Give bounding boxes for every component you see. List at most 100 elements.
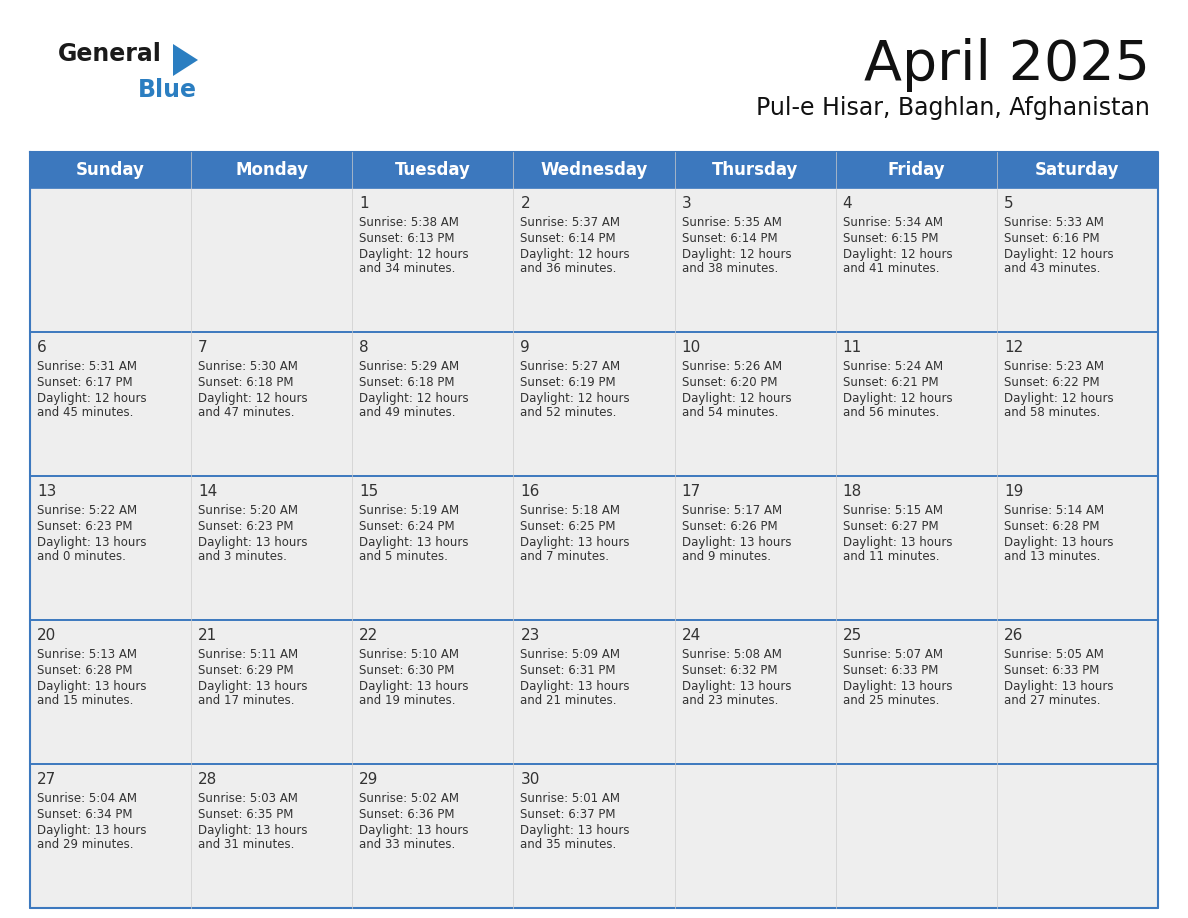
Text: Daylight: 13 hours: Daylight: 13 hours (198, 824, 308, 837)
Text: Sunset: 6:28 PM: Sunset: 6:28 PM (1004, 520, 1099, 533)
Text: Sunset: 6:18 PM: Sunset: 6:18 PM (359, 376, 455, 389)
Text: Sunrise: 5:19 AM: Sunrise: 5:19 AM (359, 504, 460, 517)
Text: Sunset: 6:21 PM: Sunset: 6:21 PM (842, 376, 939, 389)
Text: 21: 21 (198, 628, 217, 643)
Text: Sunset: 6:23 PM: Sunset: 6:23 PM (198, 520, 293, 533)
Text: and 0 minutes.: and 0 minutes. (37, 550, 126, 563)
Text: Sunrise: 5:17 AM: Sunrise: 5:17 AM (682, 504, 782, 517)
Text: and 35 minutes.: and 35 minutes. (520, 838, 617, 851)
Text: 14: 14 (198, 484, 217, 499)
Text: Sunset: 6:25 PM: Sunset: 6:25 PM (520, 520, 615, 533)
Text: and 13 minutes.: and 13 minutes. (1004, 550, 1100, 563)
Text: and 25 minutes.: and 25 minutes. (842, 694, 939, 707)
Text: and 3 minutes.: and 3 minutes. (198, 550, 287, 563)
Text: Sunrise: 5:33 AM: Sunrise: 5:33 AM (1004, 216, 1104, 229)
Text: 19: 19 (1004, 484, 1023, 499)
Text: 16: 16 (520, 484, 539, 499)
Text: Sunset: 6:18 PM: Sunset: 6:18 PM (198, 376, 293, 389)
Text: and 5 minutes.: and 5 minutes. (359, 550, 448, 563)
Text: Daylight: 13 hours: Daylight: 13 hours (842, 680, 953, 693)
Text: Daylight: 12 hours: Daylight: 12 hours (37, 392, 146, 405)
Bar (30, 620, 1158, 764)
Text: Daylight: 13 hours: Daylight: 13 hours (198, 536, 308, 549)
Text: Sunrise: 5:11 AM: Sunrise: 5:11 AM (198, 648, 298, 661)
Text: Daylight: 12 hours: Daylight: 12 hours (359, 248, 469, 261)
Text: 26: 26 (1004, 628, 1023, 643)
Text: and 49 minutes.: and 49 minutes. (359, 406, 456, 419)
Text: 6: 6 (37, 340, 46, 355)
Text: Daylight: 13 hours: Daylight: 13 hours (842, 536, 953, 549)
Text: Daylight: 13 hours: Daylight: 13 hours (520, 536, 630, 549)
Text: Sunset: 6:14 PM: Sunset: 6:14 PM (682, 232, 777, 245)
Text: Sunset: 6:36 PM: Sunset: 6:36 PM (359, 808, 455, 821)
Text: Tuesday: Tuesday (394, 161, 470, 179)
Text: and 9 minutes.: and 9 minutes. (682, 550, 771, 563)
Text: 20: 20 (37, 628, 56, 643)
Text: and 19 minutes.: and 19 minutes. (359, 694, 456, 707)
Text: Sunrise: 5:34 AM: Sunrise: 5:34 AM (842, 216, 943, 229)
Text: April 2025: April 2025 (864, 38, 1150, 92)
Text: Daylight: 13 hours: Daylight: 13 hours (198, 680, 308, 693)
Text: Sunset: 6:26 PM: Sunset: 6:26 PM (682, 520, 777, 533)
Text: Sunrise: 5:23 AM: Sunrise: 5:23 AM (1004, 360, 1104, 373)
Text: Sunset: 6:24 PM: Sunset: 6:24 PM (359, 520, 455, 533)
Text: Sunrise: 5:10 AM: Sunrise: 5:10 AM (359, 648, 460, 661)
Text: 24: 24 (682, 628, 701, 643)
Text: Blue: Blue (138, 78, 197, 102)
Text: 1: 1 (359, 196, 369, 211)
Text: and 23 minutes.: and 23 minutes. (682, 694, 778, 707)
Text: 30: 30 (520, 772, 539, 787)
Text: Sunrise: 5:38 AM: Sunrise: 5:38 AM (359, 216, 459, 229)
Text: Daylight: 13 hours: Daylight: 13 hours (37, 824, 146, 837)
Text: Daylight: 13 hours: Daylight: 13 hours (359, 536, 469, 549)
Text: Sunrise: 5:02 AM: Sunrise: 5:02 AM (359, 792, 460, 805)
Text: 27: 27 (37, 772, 56, 787)
Text: and 27 minutes.: and 27 minutes. (1004, 694, 1100, 707)
Text: and 21 minutes.: and 21 minutes. (520, 694, 617, 707)
Text: Sunrise: 5:13 AM: Sunrise: 5:13 AM (37, 648, 137, 661)
Text: Sunset: 6:17 PM: Sunset: 6:17 PM (37, 376, 133, 389)
Text: 3: 3 (682, 196, 691, 211)
Text: and 7 minutes.: and 7 minutes. (520, 550, 609, 563)
Text: Daylight: 12 hours: Daylight: 12 hours (198, 392, 308, 405)
Text: and 33 minutes.: and 33 minutes. (359, 838, 455, 851)
Polygon shape (173, 44, 198, 76)
Text: Sunrise: 5:18 AM: Sunrise: 5:18 AM (520, 504, 620, 517)
Text: Sunset: 6:22 PM: Sunset: 6:22 PM (1004, 376, 1099, 389)
Text: Daylight: 12 hours: Daylight: 12 hours (359, 392, 469, 405)
Text: Sunrise: 5:04 AM: Sunrise: 5:04 AM (37, 792, 137, 805)
Text: Saturday: Saturday (1035, 161, 1119, 179)
Text: and 43 minutes.: and 43 minutes. (1004, 262, 1100, 275)
Text: Daylight: 13 hours: Daylight: 13 hours (520, 824, 630, 837)
Text: Daylight: 13 hours: Daylight: 13 hours (37, 536, 146, 549)
Text: 18: 18 (842, 484, 862, 499)
Text: 8: 8 (359, 340, 369, 355)
Text: Daylight: 12 hours: Daylight: 12 hours (682, 392, 791, 405)
Text: Daylight: 12 hours: Daylight: 12 hours (682, 248, 791, 261)
Text: Sunset: 6:33 PM: Sunset: 6:33 PM (1004, 664, 1099, 677)
Text: Sunset: 6:35 PM: Sunset: 6:35 PM (198, 808, 293, 821)
Text: Daylight: 13 hours: Daylight: 13 hours (37, 680, 146, 693)
Text: Sunday: Sunday (76, 161, 145, 179)
Text: Daylight: 13 hours: Daylight: 13 hours (1004, 536, 1113, 549)
Text: and 58 minutes.: and 58 minutes. (1004, 406, 1100, 419)
Text: Sunset: 6:13 PM: Sunset: 6:13 PM (359, 232, 455, 245)
Text: Thursday: Thursday (712, 161, 798, 179)
Bar (30, 332, 1158, 476)
Text: Sunrise: 5:14 AM: Sunrise: 5:14 AM (1004, 504, 1104, 517)
Text: Sunrise: 5:37 AM: Sunrise: 5:37 AM (520, 216, 620, 229)
Text: Sunset: 6:32 PM: Sunset: 6:32 PM (682, 664, 777, 677)
Text: 5: 5 (1004, 196, 1013, 211)
Text: Sunset: 6:23 PM: Sunset: 6:23 PM (37, 520, 133, 533)
Text: 7: 7 (198, 340, 208, 355)
Text: Daylight: 13 hours: Daylight: 13 hours (359, 824, 469, 837)
Text: Sunset: 6:30 PM: Sunset: 6:30 PM (359, 664, 455, 677)
Text: Daylight: 12 hours: Daylight: 12 hours (1004, 248, 1113, 261)
Text: 4: 4 (842, 196, 852, 211)
Text: and 38 minutes.: and 38 minutes. (682, 262, 778, 275)
Text: Daylight: 12 hours: Daylight: 12 hours (842, 248, 953, 261)
Text: Pul-e Hisar, Baghlan, Afghanistan: Pul-e Hisar, Baghlan, Afghanistan (756, 96, 1150, 120)
Text: 12: 12 (1004, 340, 1023, 355)
Bar (30, 188, 1158, 332)
Text: 22: 22 (359, 628, 379, 643)
